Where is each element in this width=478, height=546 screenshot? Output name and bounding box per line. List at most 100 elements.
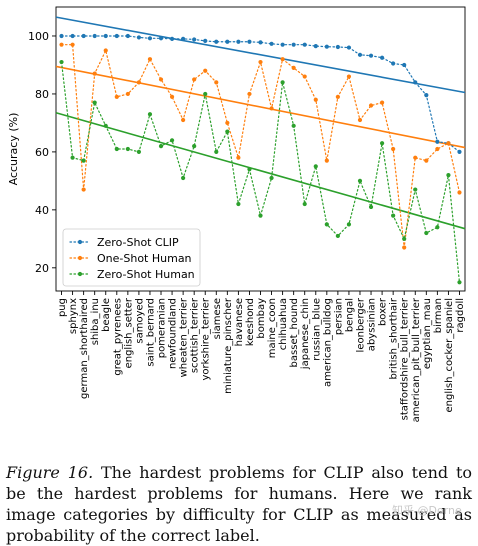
data-point [280,57,285,62]
data-point [114,94,119,99]
data-point [125,146,130,152]
data-point [92,33,97,39]
data-point [70,33,75,39]
data-point [457,149,462,154]
x-tick-label: maine_coon [267,298,278,358]
data-point [379,141,385,146]
x-tick-label: american_pit_bull_terrier [411,297,422,422]
data-point [70,42,75,47]
data-point [81,158,86,163]
x-tick-label: russian_blue [311,298,322,361]
data-point [181,36,186,41]
y-axis-label: Accuracy (%) [7,113,20,186]
data-point [59,42,64,47]
data-point [269,106,274,111]
data-point [402,236,407,241]
x-tick-label: japanese_chin [300,298,311,370]
data-point [258,213,263,218]
trendline [55,112,466,230]
data-point [236,39,241,44]
x-tick-label: egyptian_mau [422,298,433,369]
x-tick-label: siamese [212,298,223,339]
legend-box [62,228,201,287]
data-point [214,80,219,85]
data-point [457,280,462,285]
data-point [368,103,374,108]
data-point [225,39,230,44]
data-point [368,53,374,58]
data-point [424,230,429,236]
x-tick-label: leonberger [355,297,366,352]
data-point [147,36,153,41]
data-point [313,164,318,169]
legend-swatch-marker [77,239,83,245]
data-point [302,42,307,47]
data-point [181,175,186,181]
data-point [446,141,451,146]
data-point [335,94,340,99]
x-tick-label: english_setter [123,297,134,368]
data-point [147,112,153,117]
data-point [169,94,175,99]
data-point [324,44,329,49]
data-point [346,45,352,50]
data-point [136,35,142,40]
data-point [379,100,385,105]
data-point [335,44,340,50]
x-tick-label: wheaten_terrier [179,297,190,377]
data-point [214,149,219,154]
data-point [169,36,175,41]
data-point [203,91,208,97]
data-point [302,74,307,79]
data-point [435,225,440,230]
y-tick-label: 20 [35,262,49,275]
y-tick-label: 40 [35,204,49,217]
data-point [357,52,363,57]
data-point [391,146,396,152]
x-tick-label: british_shorthair [389,297,400,379]
x-tick-label: american_bulldog [322,298,333,387]
data-point [192,77,197,82]
data-point [324,158,329,163]
x-tick-label: miniature_pinscher [223,297,234,394]
x-tick-label: havanese [234,298,245,346]
data-point [302,201,307,207]
data-point [114,33,119,39]
x-tick-label: staffordshire_bull_terrier [400,297,411,420]
y-tick-label: 100 [28,30,49,43]
data-point [192,37,197,42]
data-point [236,201,241,207]
data-point [258,59,263,65]
data-point [247,91,252,97]
data-point [346,222,352,227]
x-tick-label: german_shorthaired [79,298,90,399]
legend-label: One-Shot Human [97,252,192,265]
y-tick-label: 60 [35,146,49,159]
data-point [158,77,164,82]
data-point [203,68,208,73]
x-tick-label: pomeranian [157,298,168,358]
data-point [379,55,385,60]
trendline [55,65,466,149]
data-point [368,204,374,210]
data-point [103,123,108,128]
x-tick-label: beagle [101,298,112,332]
data-point [413,155,418,160]
data-point [203,38,208,44]
x-tick-label: bombay [256,298,267,339]
data-point [59,59,64,65]
data-point [181,117,186,123]
data-point [136,80,142,85]
data-point [391,213,396,218]
data-point [424,158,429,163]
x-tick-label: birman [433,298,444,333]
data-point [103,48,108,53]
data-point [357,117,363,123]
data-point [236,155,241,160]
data-point [103,33,108,39]
data-point [114,146,119,152]
data-point [92,100,97,105]
data-point [280,42,285,47]
data-point [291,123,296,128]
x-tick-label: basset_hound [289,298,300,367]
